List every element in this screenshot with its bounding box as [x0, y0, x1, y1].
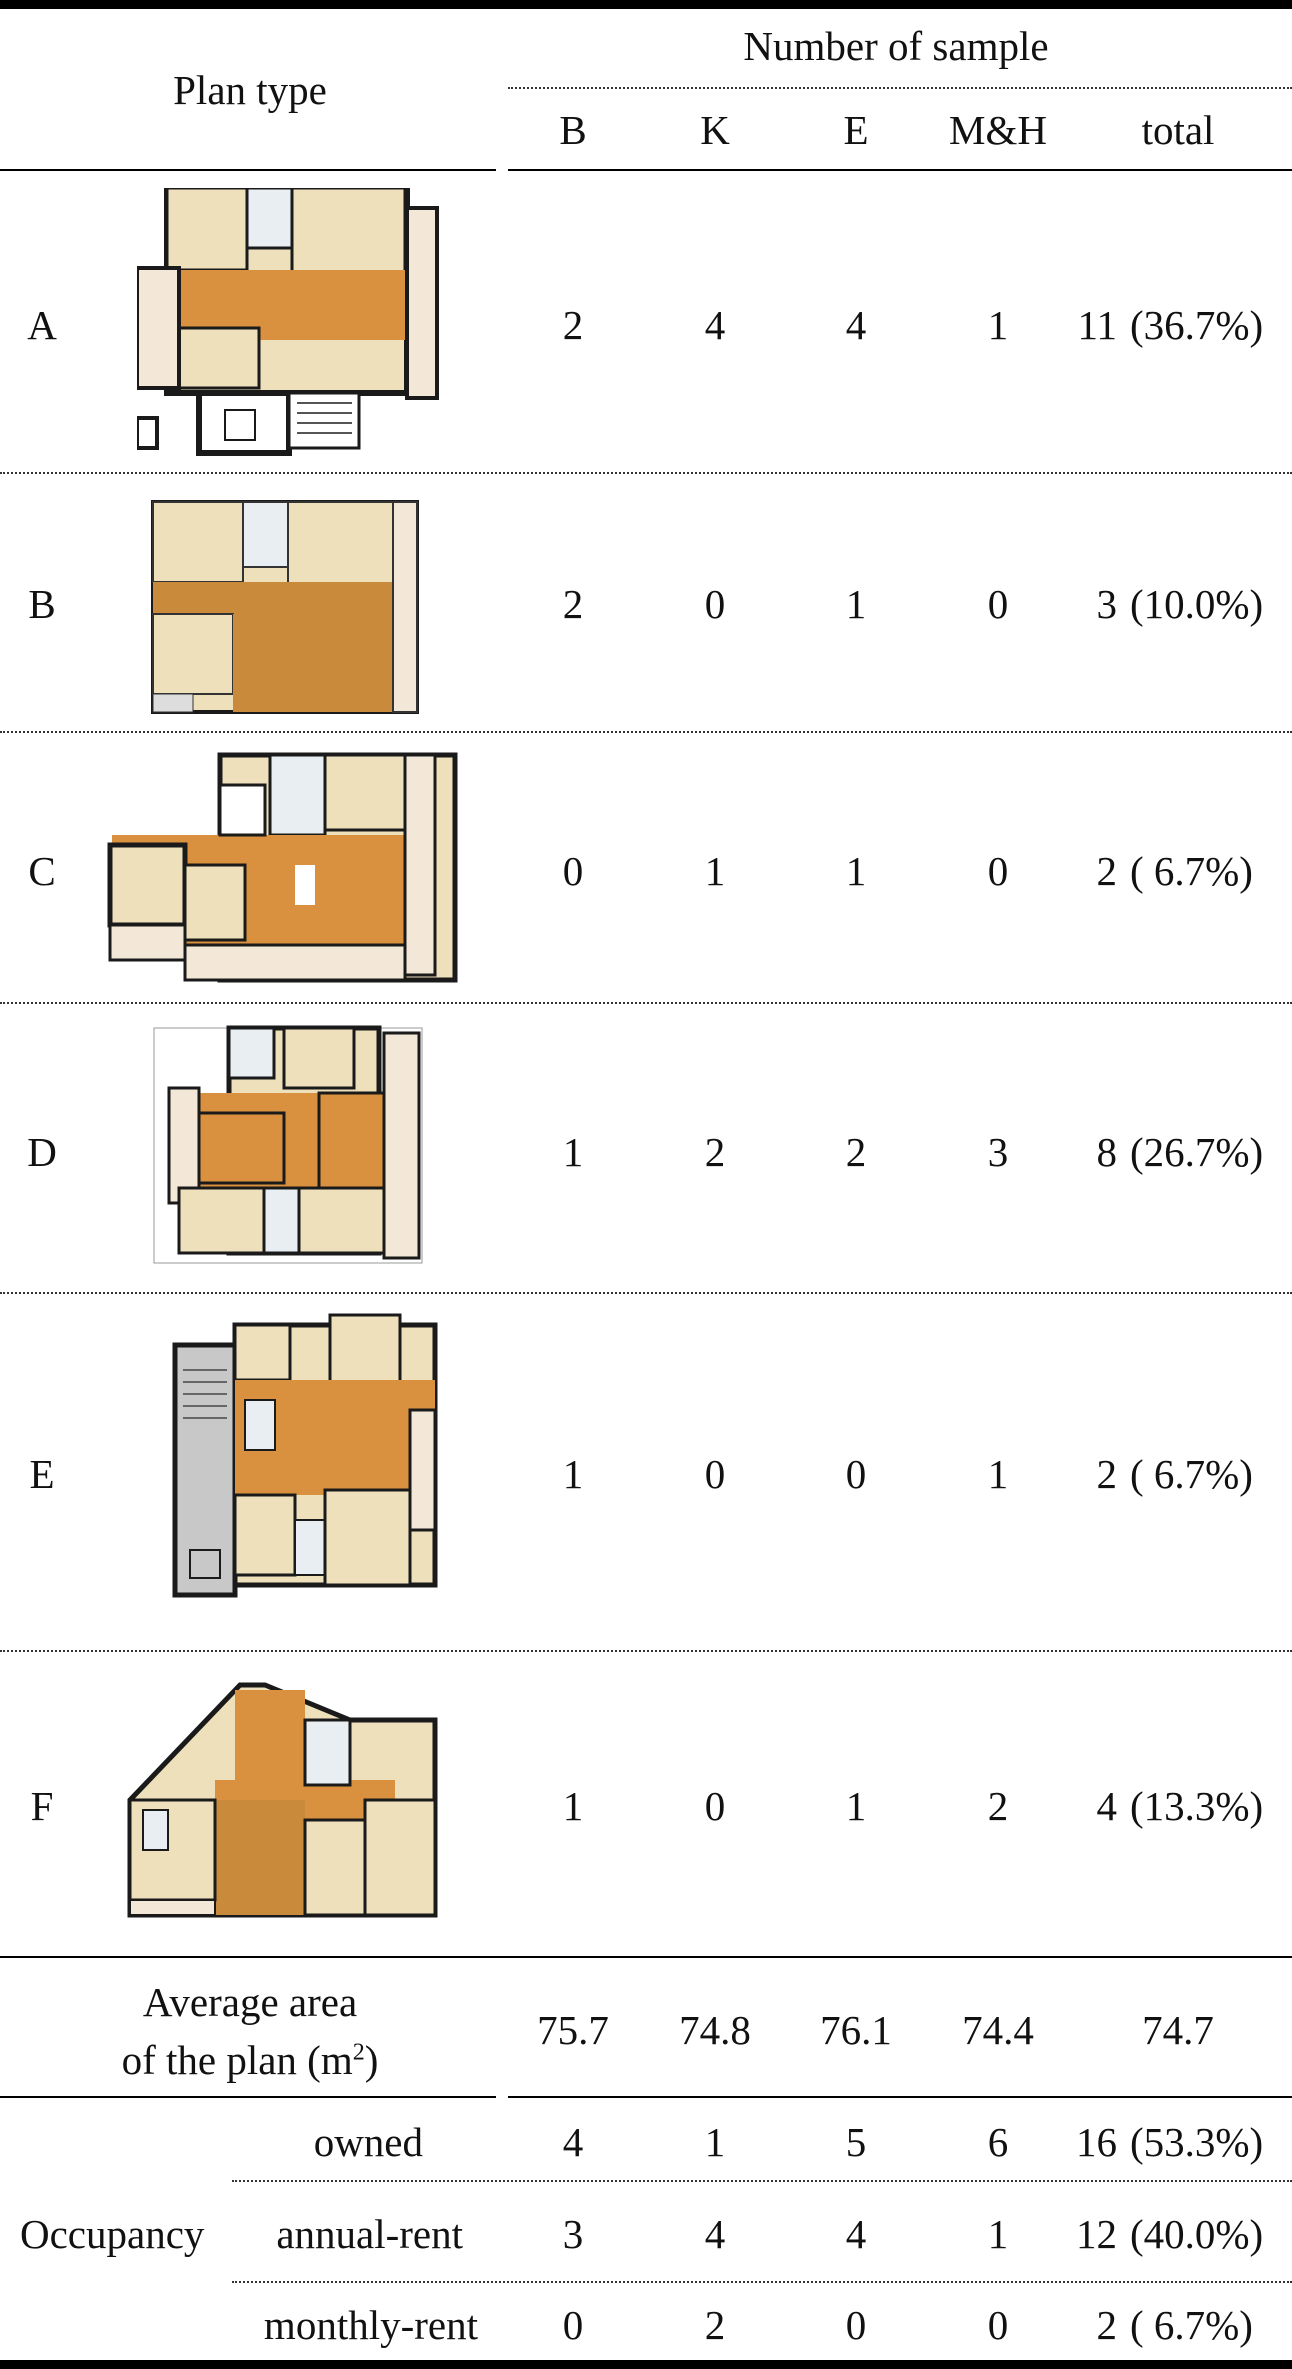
- occupancy-annual-rent-percent: (40.0%): [1130, 2211, 1264, 2257]
- cell-d-mh: 3: [987, 1129, 1009, 1175]
- column-header-mh: M&H: [949, 107, 1047, 153]
- table-top-rule: [0, 0, 1292, 9]
- header-bottom-rule-right: [508, 169, 1292, 171]
- cell-f-percent: (13.3%): [1130, 1783, 1264, 1829]
- occupancy-owned-label: owned: [313, 2119, 423, 2165]
- occupancy-annual-rent-b: 3: [562, 2211, 584, 2257]
- occupancy-annual-rent-k: 4: [704, 2211, 726, 2257]
- occupancy-separator: [232, 2281, 1292, 2283]
- cell-d-k: 2: [704, 1129, 726, 1175]
- cell-c-e: 1: [845, 848, 867, 894]
- occupancy-annual-rent-total: 12: [1076, 2211, 1117, 2257]
- cell-f-b: 1: [562, 1783, 584, 1829]
- cell-b-mh: 0: [987, 581, 1009, 627]
- occupancy-owned-b: 4: [562, 2119, 584, 2165]
- row-label-b: B: [28, 581, 56, 627]
- floor-plan-f-image: [115, 1660, 455, 1940]
- floor-plan-a-image: [137, 188, 455, 456]
- cell-e-total: 2: [1096, 1451, 1118, 1497]
- cell-b-b: 2: [562, 581, 584, 627]
- occupancy-monthly-rent-b: 0: [562, 2302, 584, 2348]
- row-label-c: C: [28, 848, 56, 894]
- cell-f-k: 0: [704, 1783, 726, 1829]
- average-bottom-rule-right: [508, 2096, 1292, 2098]
- cell-f-e: 1: [845, 1783, 867, 1829]
- occupancy-annual-rent-mh: 1: [987, 2211, 1009, 2257]
- cell-a-mh: 1: [987, 302, 1009, 348]
- occupancy-separator: [232, 2180, 1292, 2182]
- occupancy-monthly-rent-percent: ( 6.7%): [1130, 2302, 1253, 2348]
- plan-type-header: Plan type: [173, 67, 327, 113]
- occupancy-owned-e: 5: [845, 2119, 867, 2165]
- floor-plan-e-image: [155, 1310, 440, 1625]
- row-label-e: E: [29, 1451, 55, 1497]
- occupancy-owned-total: 16: [1076, 2119, 1117, 2165]
- average-area-k: 74.8: [679, 2007, 751, 2053]
- cell-f-total: 4: [1096, 1783, 1118, 1829]
- row-separator: [0, 1650, 1292, 1652]
- average-area-e: 76.1: [820, 2007, 892, 2053]
- cell-c-k: 1: [704, 848, 726, 894]
- row-separator: [0, 1292, 1292, 1294]
- cell-a-b: 2: [562, 302, 584, 348]
- floor-plan-c-image: [90, 745, 470, 990]
- row-label-a: A: [27, 302, 57, 348]
- cell-e-e: 0: [845, 1451, 867, 1497]
- cell-a-percent: (36.7%): [1130, 302, 1264, 348]
- plans-bottom-rule: [0, 1956, 1292, 1958]
- occupancy-owned-percent: (53.3%): [1130, 2119, 1264, 2165]
- cell-a-k: 4: [704, 302, 726, 348]
- cell-a-total: 11: [1077, 302, 1117, 348]
- column-header-total: total: [1141, 107, 1215, 153]
- row-separator: [0, 731, 1292, 733]
- cell-d-percent: (26.7%): [1130, 1129, 1264, 1175]
- cell-b-percent: (10.0%): [1130, 581, 1264, 627]
- occupancy-owned-k: 1: [704, 2119, 726, 2165]
- cell-e-b: 1: [562, 1451, 584, 1497]
- average-area-label-line2: of the plan (m2): [121, 2037, 379, 2083]
- cell-e-mh: 1: [987, 1451, 1009, 1497]
- column-header-k: K: [700, 107, 730, 153]
- occupancy-annual-rent-e: 4: [845, 2211, 867, 2257]
- cell-a-e: 4: [845, 302, 867, 348]
- cell-b-total: 3: [1096, 581, 1118, 627]
- cell-c-b: 0: [562, 848, 584, 894]
- cell-d-total: 8: [1096, 1129, 1118, 1175]
- cell-c-total: 2: [1096, 848, 1118, 894]
- occupancy-owned-mh: 6: [987, 2119, 1009, 2165]
- cell-e-percent: ( 6.7%): [1130, 1451, 1253, 1497]
- header-subrule: [508, 87, 1292, 89]
- occupancy-label: Occupancy: [20, 2211, 205, 2257]
- occupancy-monthly-rent-label: monthly-rent: [263, 2302, 478, 2348]
- occupancy-annual-rent-label: annual-rent: [276, 2211, 463, 2257]
- average-area-mh: 74.4: [962, 2007, 1034, 2053]
- column-header-b: B: [559, 107, 587, 153]
- average-area-total: 74.7: [1142, 2007, 1214, 2053]
- average-bottom-rule-left: [0, 2096, 496, 2098]
- cell-d-b: 1: [562, 1129, 584, 1175]
- row-label-f: F: [30, 1783, 54, 1829]
- header-bottom-rule-left: [0, 169, 496, 171]
- row-separator: [0, 1002, 1292, 1004]
- cell-c-mh: 0: [987, 848, 1009, 894]
- occupancy-monthly-rent-e: 0: [845, 2302, 867, 2348]
- cell-f-mh: 2: [987, 1783, 1009, 1829]
- average-area-label-line1: Average area: [142, 1979, 358, 2025]
- cell-e-k: 0: [704, 1451, 726, 1497]
- row-separator: [0, 472, 1292, 474]
- cell-b-k: 0: [704, 581, 726, 627]
- number-of-sample-header: Number of sample: [743, 23, 1049, 69]
- cell-d-e: 2: [845, 1129, 867, 1175]
- floor-plan-b-image: [149, 498, 421, 716]
- occupancy-monthly-rent-mh: 0: [987, 2302, 1009, 2348]
- occupancy-monthly-rent-k: 2: [704, 2302, 726, 2348]
- table-bottom-rule: [0, 2360, 1292, 2369]
- column-header-e: E: [843, 107, 869, 153]
- occupancy-monthly-rent-total: 2: [1096, 2302, 1118, 2348]
- floor-plan-d-image: [134, 1013, 444, 1283]
- row-label-d: D: [27, 1129, 57, 1175]
- cell-b-e: 1: [845, 581, 867, 627]
- average-area-b: 75.7: [537, 2007, 609, 2053]
- cell-c-percent: ( 6.7%): [1130, 848, 1253, 894]
